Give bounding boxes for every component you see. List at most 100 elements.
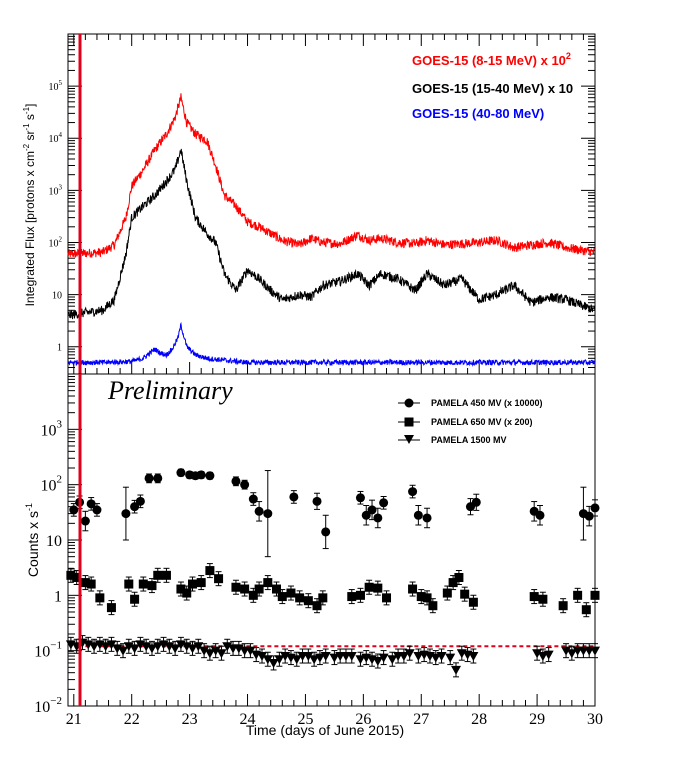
bottom-ylabel-base: Counts x s [25,511,41,577]
top-ylabel-exp3: -1 [22,106,31,114]
pamela-1500-point [537,652,548,662]
pamela-650-point [66,570,76,580]
bottom-x-tick-label: 28 [471,711,487,728]
pamela-450-point [373,513,383,523]
pamela-450-point [80,516,90,526]
pamela-1500-point [445,653,456,663]
pamela-1500-point [262,655,273,665]
pamela-650-point [240,584,250,594]
pamela-650-point [529,592,539,602]
bottom-legend: PAMELA 450 MV (x 10000) PAMELA 650 MV (x… [398,398,543,445]
pamela-650-point [254,584,264,594]
pamela-1500-point [355,655,366,665]
bottom-y-axis-title: Counts x s-1 [24,503,41,577]
top-y-tick-label: 103 [49,183,63,197]
bottom-y-tick-base: 1 [54,588,62,605]
pamela-450-point [121,509,131,519]
legend-goes-15-40: GOES-15 (15-40 MeV) x 10 [412,81,573,96]
legend-goes-8-15-label: GOES-15 (8-15 MeV) x 10 [412,53,566,68]
pamela-650-point [188,579,198,589]
top-ylabel-mid1: sr [23,131,37,144]
pamela-450-point [263,509,273,519]
bottom-x-tick-label: 26 [355,711,371,728]
legend-pamela-450-label: PAMELA 450 MV (x 10000) [431,398,543,408]
pamela-450-point [413,510,423,520]
pamela-650-point [161,570,171,580]
bottom-y-tick-base: 10 [41,422,57,439]
x-axis-title: Time (days of June 2015) [246,722,404,738]
legend-triangle-marker [404,435,414,444]
pamela-1500-point [204,649,215,659]
top-series-lines [67,93,596,367]
pamela-650-point [538,594,548,604]
legend-pamela-1500-label: PAMELA 1500 MV [431,435,507,445]
pamela-650-point [468,597,478,607]
pamela-650-point [124,579,134,589]
pamela-1500-point [451,665,462,675]
pamela-450-point [69,505,79,515]
top-y-tick-label: 102 [49,235,63,249]
pamela-450-point [312,496,322,506]
bottom-y-tick-exp: −1 [50,640,62,652]
top-y-tick-base: 10 [49,134,59,145]
pamela-450-point [205,471,215,481]
bottom-y-tick-exp: −2 [50,695,62,707]
top-y-tick-base: 10 [49,238,59,249]
pamela-1500-point [210,646,221,656]
pamela-650-point [382,593,392,603]
bottom-y-tick-label: 10−1 [34,640,62,661]
pamela-450-point [135,496,145,506]
pamela-1500-point [387,655,398,665]
pamela-650-point [263,578,273,588]
legend-pamela-1500: PAMELA 1500 MV [398,435,507,445]
top-y-tick-base: 10 [52,291,62,302]
bottom-y-tick-label: 103 [41,418,63,439]
pamela-1500-point [89,642,100,652]
pamela-1500-point [309,655,320,665]
pamela-1500-point [532,649,543,659]
pamela-1500-point [170,644,181,654]
pamela-650-point [147,581,157,591]
pamela-1500-point [257,652,268,662]
pamela-650-point [428,601,438,611]
pamela-450-point [289,492,299,502]
legend-square-marker [404,417,414,427]
legend-goes-8-15: GOES-15 (8-15 MeV) x 102 [412,51,571,68]
pamela-1500-point [543,650,554,660]
pamela-450-point [471,497,481,507]
pamela-650-point [303,596,313,606]
pamela-450-point [144,473,154,483]
pamela-650-point [182,588,192,598]
legend-pamela-650: PAMELA 650 MV (x 200) [398,417,533,427]
pamela-650-point [277,592,287,602]
pamela-1500-point [233,644,244,654]
pamela-450-point [130,502,140,512]
top-ylabel-end: ] [23,104,37,107]
pamela-1500-point [245,646,256,656]
pamela-1500-point [268,658,279,668]
bottom-y-tick-exp: 2 [57,474,63,486]
pamela-450-point [254,506,264,516]
top-y-tick-exp: 5 [59,79,63,87]
pamela-650-point [231,582,241,592]
bottom-x-tick-label: 25 [297,711,313,728]
pamela-650-point [214,574,224,584]
pamela-1500-point [118,646,129,656]
top-series-line-1 [67,148,596,320]
pamela-450-point [422,513,432,523]
pamela-650-point [95,593,105,603]
pamela-1500-point [378,653,389,663]
top-y-tick-base: 10 [49,186,59,197]
pamela-1500-point [146,644,157,654]
pamela-1500-point [291,655,302,665]
pamela-650-point [318,593,328,603]
pamela-650-point [347,592,357,602]
bottom-x-tick-label: 22 [124,711,140,728]
pamela-650-point [442,588,452,598]
bottom-y-tick-exp: 3 [57,418,63,430]
pamela-650-point [416,592,426,602]
pamela-450-point [176,468,186,478]
